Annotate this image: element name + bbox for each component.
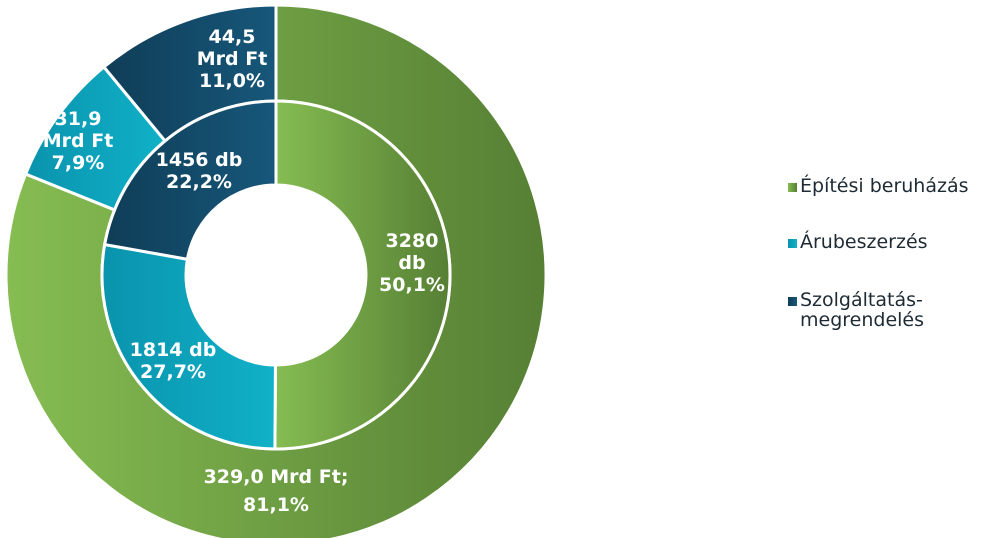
outer-label-construction: 329,0 Mrd Ft; 81,1% <box>204 466 349 516</box>
legend-label-construction: Építési beruházás <box>800 175 969 197</box>
legend-item-services: Szolgáltatás- megrendelés <box>788 290 1003 330</box>
doughnut-chart: 329,0 Mrd Ft; 81,1% 31,9 Mrd Ft 7,9% 44,5 Mrd … <box>4 3 548 538</box>
legend-label-goods: Árubeszerzés <box>800 231 928 253</box>
legend-swatch-goods <box>788 239 797 248</box>
legend: Építési beruházás Árubeszerzés Szolgálta… <box>788 170 1003 330</box>
inner-slice-construction <box>273 99 452 451</box>
outer-label-services: 44,5 Mrd Ft 11,0% <box>197 26 268 92</box>
legend-item-construction: Építési beruházás <box>788 176 1003 196</box>
inner-ring <box>100 99 452 451</box>
legend-label-services: Szolgáltatás- megrendelés <box>800 289 925 331</box>
legend-swatch-services <box>788 297 797 306</box>
inner-label-goods: 1814 db 27,7% <box>130 339 217 383</box>
slice-labels: 329,0 Mrd Ft; 81,1% 31,9 Mrd Ft 7,9% 44,5 Mrd … <box>43 26 445 516</box>
legend-swatch-construction <box>788 183 797 192</box>
outer-label-goods: 31,9 Mrd Ft 7,9% <box>43 108 114 174</box>
inner-label-construction: 3280 db 50,1% <box>379 230 445 296</box>
legend-item-goods: Árubeszerzés <box>788 232 1003 252</box>
inner-slice-services <box>102 99 278 261</box>
inner-slice-goods <box>100 242 277 451</box>
inner-label-services: 1456 db 22,2% <box>156 149 243 193</box>
outer-ring <box>4 3 548 538</box>
